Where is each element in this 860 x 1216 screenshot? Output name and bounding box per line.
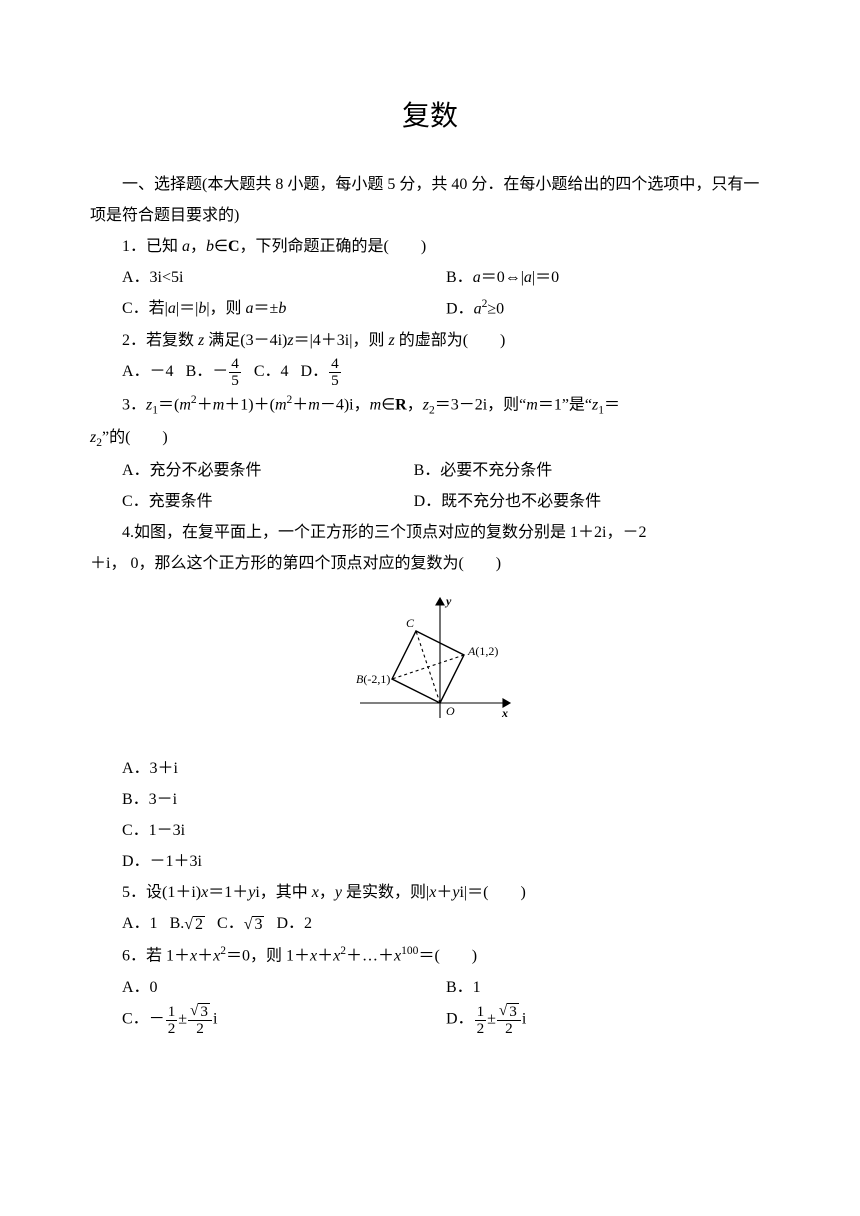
q6-row2: C．－12±√32i D．12±√32i: [122, 1003, 770, 1037]
q4-stem2: ＋i， 0，那么这个正方形的第四个顶点对应的复数为( ): [90, 548, 770, 579]
q2-stem: 2．若复数 z 满足(3－4i)z＝|4＋3i|，则 z 的虚部为( ): [90, 325, 770, 356]
q1-row2: C．若|a|＝|b|，则 a＝±b D．a2≥0: [122, 293, 770, 325]
q5-stem: 5．设(1＋i)x＝1＋yi，其中 x，y 是实数，则|x＋yi|＝( ): [90, 877, 770, 908]
q4-figure: O x y A(1,2) B(-2,1) C: [90, 583, 770, 744]
q5-optB: B.√2: [170, 915, 205, 932]
q6-optC: C．－12±√32i: [122, 1003, 446, 1037]
q1-optD: D．a2≥0: [446, 293, 770, 325]
q1-optB: B．a＝0⇔|a|＝0: [446, 262, 770, 293]
q1-optC: C．若|a|＝|b|，则 a＝±b: [122, 293, 446, 325]
q3-row1: A．充分不必要条件 B．必要不充分条件: [122, 455, 770, 486]
q1-text: 1．已知 a，b∈C，下列命题正确的是( ): [122, 238, 426, 255]
q5-optD: D．2: [276, 915, 312, 932]
label-A: A(1,2): [467, 644, 498, 658]
q5-options: A．1 B.√2 C．√3 D．2: [122, 908, 770, 940]
q2-optC: C．4: [254, 363, 289, 380]
q4-optC: C．1－3i: [122, 815, 770, 846]
q3-stem2: z2”的( ): [90, 422, 770, 455]
q4-optD: D．－1＋3i: [122, 846, 770, 877]
q3-optD: D．既不充分也不必要条件: [414, 486, 602, 517]
label-B: B(-2,1): [356, 672, 390, 686]
document-title: 复数: [90, 90, 770, 145]
label-x: x: [501, 706, 508, 720]
q3-optA: A．充分不必要条件: [122, 455, 414, 486]
q1-row1: A．3i<5i B．a＝0⇔|a|＝0: [122, 262, 770, 293]
label-C: C: [406, 616, 415, 630]
q4-optA: A．3＋i: [122, 753, 770, 784]
label-O: O: [446, 704, 455, 718]
q6-optD: D．12±√32i: [446, 1003, 770, 1037]
q6-stem: 6．若 1＋x＋x2＝0，则 1＋x＋x2＋…＋x100＝( ): [90, 940, 770, 972]
q3-optB: B．必要不充分条件: [414, 455, 553, 486]
q6-optB: B．1: [446, 972, 770, 1003]
q1-optA: A．3i<5i: [122, 262, 446, 293]
q3-stem1: 3．z1＝(m2＋m＋1)＋(m2＋m－4)i，m∈R，z2＝3－2i，则“m＝…: [90, 389, 770, 422]
section-intro: 一、选择题(本大题共 8 小题，每小题 5 分，共 40 分．在每小题给出的四个…: [90, 169, 770, 231]
q6-optA: A．0: [122, 972, 446, 1003]
q2-optB: B．－45: [186, 363, 242, 380]
label-y: y: [444, 594, 452, 608]
page: 复数 一、选择题(本大题共 8 小题，每小题 5 分，共 40 分．在每小题给出…: [0, 0, 860, 1077]
q1-stem: 1．已知 a，b∈C，下列命题正确的是( ): [90, 231, 770, 262]
q5-optA: A．1: [122, 915, 158, 932]
q6-row1: A．0 B．1: [122, 972, 770, 1003]
q2-optD: D．45: [301, 363, 342, 380]
y-arrow-icon: [436, 598, 444, 605]
q4-stem1: 4.如图，在复平面上，一个正方形的三个顶点对应的复数分别是 1＋2i，－2: [90, 517, 770, 548]
q4-optB: B．3－i: [122, 784, 770, 815]
q2-options: A．－4 B．－45 C．4 D．45: [122, 356, 770, 389]
q5-optC: C．√3: [217, 915, 264, 932]
q2-optA: A．－4: [122, 363, 174, 380]
q3-row2: C．充要条件 D．既不充分也不必要条件: [122, 486, 770, 517]
q3-optC: C．充要条件: [122, 486, 414, 517]
complex-plane-svg: O x y A(1,2) B(-2,1) C: [330, 583, 530, 733]
